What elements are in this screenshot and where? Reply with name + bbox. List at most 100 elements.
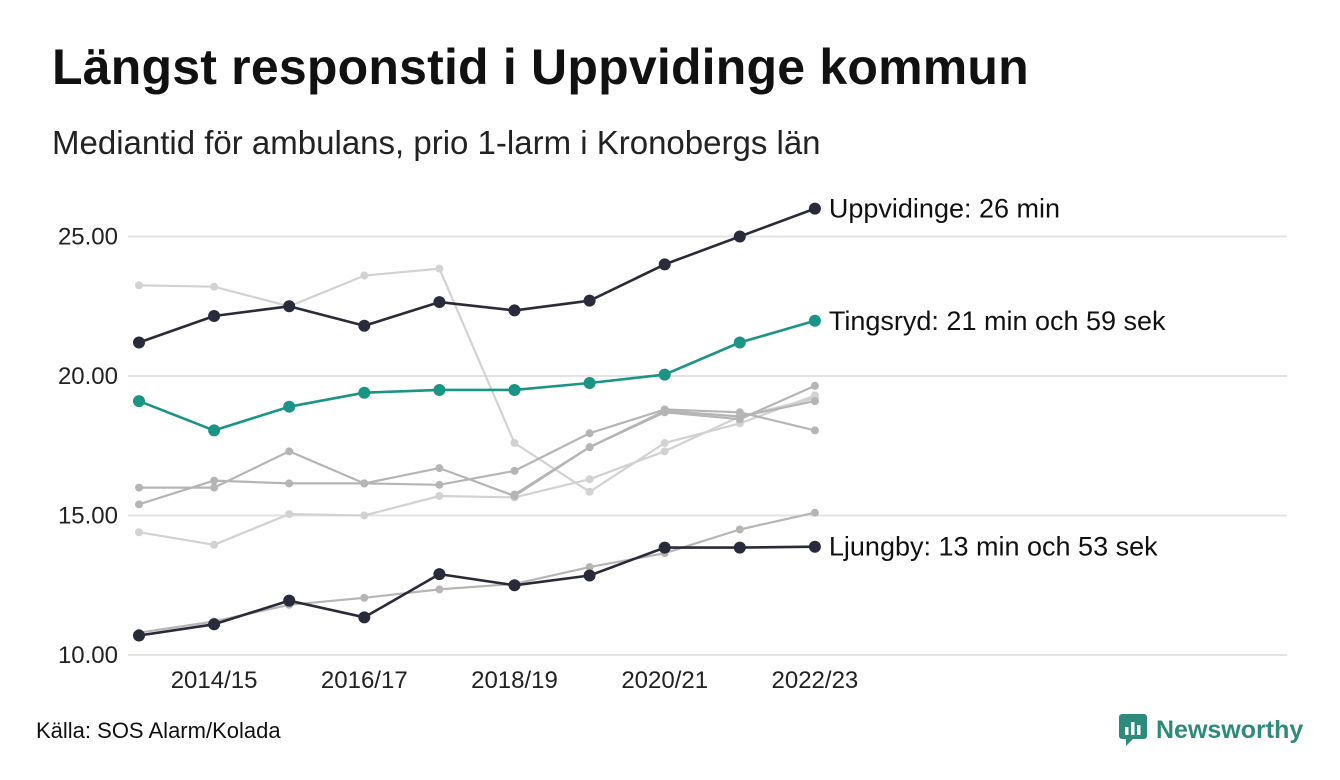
data-point: [808, 314, 821, 327]
x-tick-label: 2020/21: [621, 667, 708, 694]
data-point: [585, 475, 594, 484]
data-point: [435, 464, 444, 473]
data-point: [283, 594, 296, 607]
data-point: [660, 447, 669, 456]
x-tick-label: 2022/23: [772, 667, 859, 694]
data-point: [660, 408, 669, 417]
series-tingsryd: [133, 314, 821, 437]
data-point: [360, 593, 369, 602]
data-point: [210, 483, 219, 492]
data-point: [583, 569, 596, 582]
data-point: [360, 479, 369, 488]
series-other-municipality: [135, 405, 819, 509]
data-point: [435, 264, 444, 273]
data-point: [508, 304, 521, 317]
data-point: [135, 528, 143, 537]
y-axis-labels: 10.00 15.00 20.00 25.00: [58, 224, 118, 670]
data-point: [810, 397, 819, 406]
data-point: [583, 294, 596, 307]
series-line: [138, 267, 816, 493]
series-line: [138, 408, 816, 506]
data-point: [810, 508, 819, 517]
data-point: [510, 466, 519, 475]
data-point: [358, 386, 371, 399]
data-point: [358, 611, 371, 624]
data-point: [433, 568, 446, 581]
series-line: [138, 319, 816, 432]
data-point: [208, 424, 221, 437]
series-label: Uppvidinge: 26 min: [829, 194, 1060, 224]
data-point: [133, 395, 145, 408]
data-point: [808, 540, 821, 553]
series-labels: Uppvidinge: 26 min Tingsryd: 21 min och 5…: [829, 194, 1166, 562]
data-point: [360, 511, 369, 520]
data-point: [510, 490, 519, 499]
series-line: [138, 545, 815, 637]
data-point: [133, 629, 145, 642]
newsworthy-logo[interactable]: Newsworthy: [1118, 713, 1303, 747]
chart-subtitle: Mediantid för ambulans, prio 1-larm i Kr…: [52, 124, 821, 161]
data-point: [585, 487, 594, 496]
data-point: [135, 483, 143, 492]
data-point: [585, 443, 594, 452]
data-point: [210, 282, 219, 291]
data-point: [433, 383, 446, 396]
data-point: [735, 525, 744, 534]
chart-title: Längst responstid i Uppvidinge kommun: [52, 39, 1029, 95]
data-point: [285, 510, 294, 519]
series-ljungby: [133, 540, 821, 642]
data-point: [508, 383, 521, 396]
data-point: [433, 296, 446, 309]
series-uppvidinge: [133, 202, 821, 349]
newsworthy-icon: [1119, 714, 1147, 746]
series-line: [139, 400, 816, 498]
y-tick-label: 25.00: [58, 224, 118, 251]
data-point: [508, 579, 521, 592]
data-point: [585, 563, 594, 572]
data-point: [735, 408, 744, 417]
data-point: [360, 271, 369, 280]
data-point: [585, 429, 594, 438]
data-point: [435, 480, 444, 489]
series-other-municipality: [135, 264, 819, 496]
data-point: [735, 415, 744, 424]
data-point: [810, 426, 819, 435]
series-other-municipality: [135, 397, 819, 500]
series-label: Ljungby: 13 min och 53 sek: [829, 532, 1158, 562]
x-axis-labels: 2014/15 2016/17 2018/19 2020/21 2022/23: [171, 667, 859, 694]
x-tick-label: 2018/19: [471, 667, 558, 694]
y-tick-label: 10.00: [58, 642, 118, 669]
y-tick-label: 20.00: [58, 363, 118, 390]
data-point: [435, 491, 444, 500]
data-point: [210, 476, 219, 485]
data-point: [808, 202, 821, 215]
series-line: [138, 207, 816, 344]
data-point: [285, 479, 294, 488]
data-point: [133, 336, 145, 349]
data-point: [285, 447, 294, 456]
data-point: [658, 541, 671, 554]
data-point: [583, 376, 596, 389]
brand-name: Newsworthy: [1156, 715, 1304, 744]
series-label: Tingsryd: 21 min och 59 sek: [829, 306, 1166, 336]
data-point: [135, 281, 143, 290]
y-tick-label: 15.00: [58, 503, 118, 530]
data-point: [358, 319, 371, 332]
x-tick-label: 2016/17: [321, 667, 408, 694]
series-lines: [133, 202, 821, 642]
data-point: [135, 500, 143, 509]
data-point: [208, 310, 221, 323]
series-other-municipality: [510, 381, 819, 499]
data-point: [283, 400, 296, 413]
data-point: [660, 438, 669, 447]
data-point: [658, 258, 671, 271]
data-point: [435, 585, 444, 594]
data-point: [810, 381, 819, 390]
line-chart: 10.00 15.00 20.00 25.00 2014/15 2016/17 2018/…: [58, 194, 1287, 694]
data-point: [283, 300, 296, 313]
data-point: [733, 336, 746, 349]
data-point: [510, 438, 519, 447]
source-note: Källa: SOS Alarm/Kolada: [36, 718, 281, 743]
grid-lines: [128, 235, 1287, 656]
data-point: [208, 618, 221, 631]
